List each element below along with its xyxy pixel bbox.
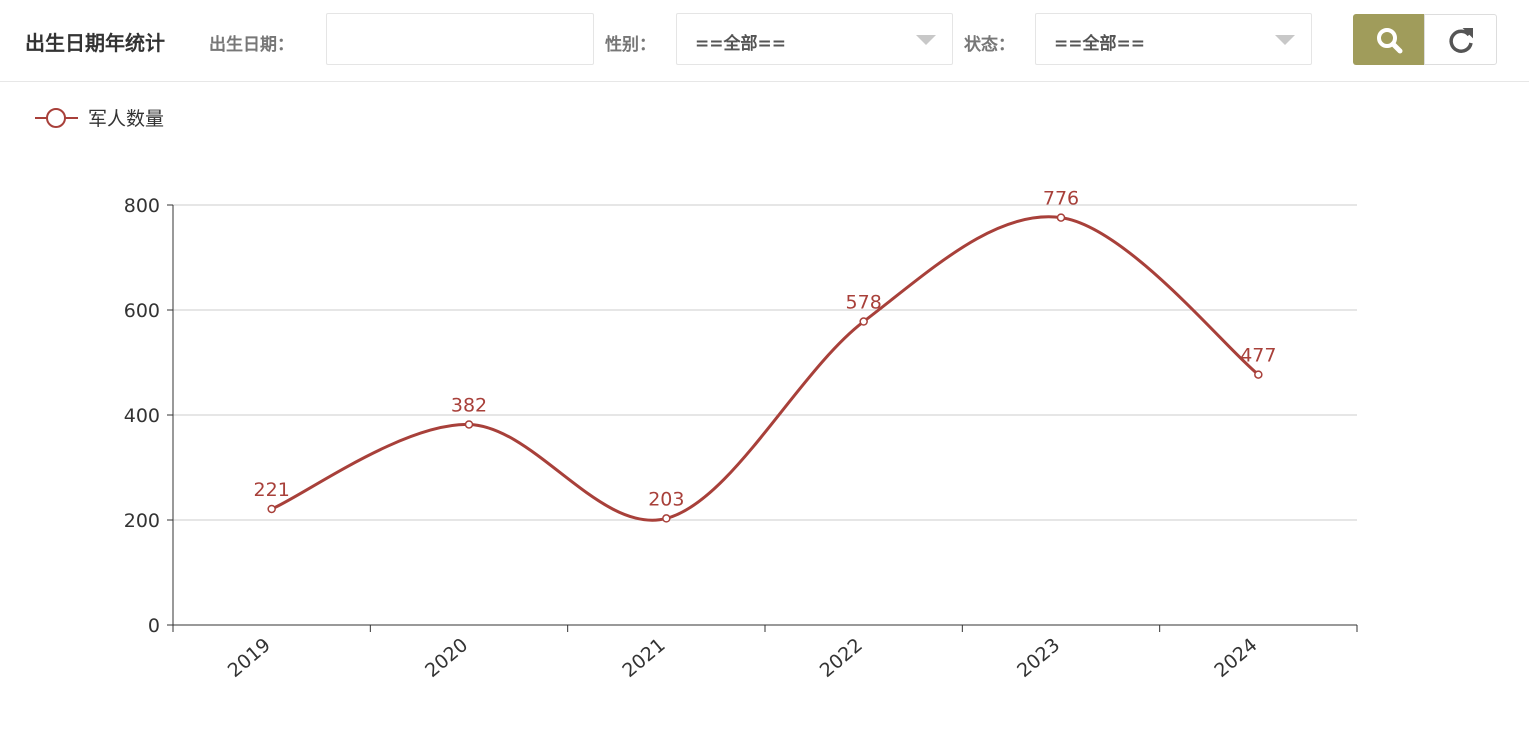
data-label: 477 [1240,345,1276,367]
gender-label: 性别： [605,35,656,55]
toolbar: 出生日期年统计 出生日期： 性别： ==全部== 状态： ==全部== [0,0,1529,82]
search-button[interactable] [1353,14,1425,65]
reset-icon [1449,28,1473,53]
date-input[interactable] [326,13,594,65]
point [1056,213,1066,222]
x-tick-label: 2021 [618,634,669,682]
chart: 军人数量 0 200 400 600 800 2019 2020 2021 2022 2023 202… [35,108,1358,682]
x-tick-label: 2019 [224,634,275,682]
gender-value: ==全部== [695,34,786,54]
x-tick-label: 2022 [816,634,867,682]
point [662,514,671,523]
status-label: 状态： [964,35,1015,55]
page-title: 出生日期年统计 [25,31,165,55]
data-label: 578 [846,292,882,314]
x-tick-label: 2024 [1210,634,1261,682]
point [859,317,868,326]
data-label: 203 [648,488,684,510]
y-tick-label: 0 [148,615,160,637]
status-select[interactable]: ==全部== [1035,13,1312,65]
x-tick-label: 2023 [1013,634,1064,682]
legend-marker [46,108,66,128]
data-label: 776 [1043,188,1079,210]
point [1254,370,1263,379]
reset-button[interactable] [1424,14,1497,65]
point [267,504,276,514]
point [464,420,474,429]
y-tick-label: 800 [124,195,160,217]
x-tick-label: 2020 [421,634,472,682]
status-value: ==全部== [1054,34,1145,54]
data-label: 221 [254,479,290,501]
line [271,215,1260,522]
gender-select[interactable]: ==全部== [676,13,953,65]
date-label: 出生日期： [209,35,294,55]
y-tick-label: 400 [124,405,160,427]
legend-label: 军人数量 [88,108,164,130]
y-tick-label: 600 [124,300,160,322]
search-icon [1377,28,1403,54]
data-label: 382 [451,394,487,416]
y-tick-label: 200 [124,510,160,532]
